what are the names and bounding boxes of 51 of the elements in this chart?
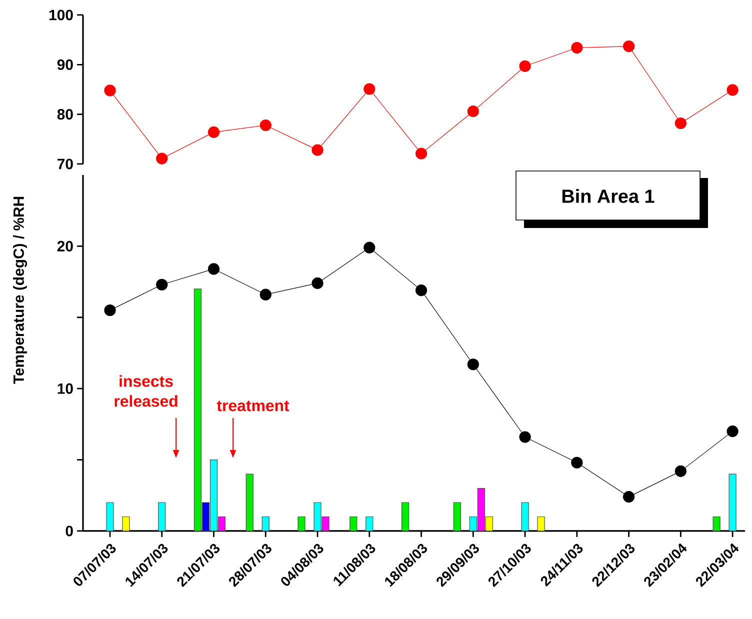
point [726,84,738,96]
y-axis-title: Temperature (degC) / %RH [13,196,28,384]
y-tick-label: 80 [57,109,73,120]
bar [401,502,410,532]
point [674,465,686,477]
y-tick-label: 10 [58,383,73,394]
point [726,426,738,438]
bar [106,502,114,532]
y-tick-label: 20 [57,240,73,252]
point [467,358,479,370]
bar [298,516,306,532]
y-tick-label: 100 [49,10,73,20]
point [104,84,116,96]
point [208,126,220,138]
point [364,83,376,95]
point [415,284,428,296]
bar [350,516,358,532]
bar [246,474,254,532]
y-tick-label: 0 [66,526,73,536]
bar [158,502,166,532]
point [622,40,635,52]
point [519,60,531,72]
point [467,106,479,118]
bar [537,516,545,532]
point [260,119,272,132]
bar [366,516,374,532]
annotation: Bin Area 1 [562,189,654,203]
point [156,152,168,164]
annotation: insects released [114,375,178,407]
point [571,42,583,54]
bar [728,474,736,532]
y-tick-label: 90 [57,59,73,70]
point [674,117,686,130]
point [364,242,376,254]
point [571,456,583,468]
bar [521,502,529,532]
point [312,144,324,156]
point [312,277,324,290]
point [622,491,635,503]
bar [262,516,270,532]
point [208,263,220,275]
y-tick-label: 70 [58,158,73,170]
point [415,148,428,160]
bar [712,516,720,532]
bar [122,516,130,532]
annotation: treatment [216,400,290,412]
point [260,288,272,300]
point [519,431,531,443]
point [156,278,168,290]
point [104,304,116,316]
bar [453,502,461,532]
